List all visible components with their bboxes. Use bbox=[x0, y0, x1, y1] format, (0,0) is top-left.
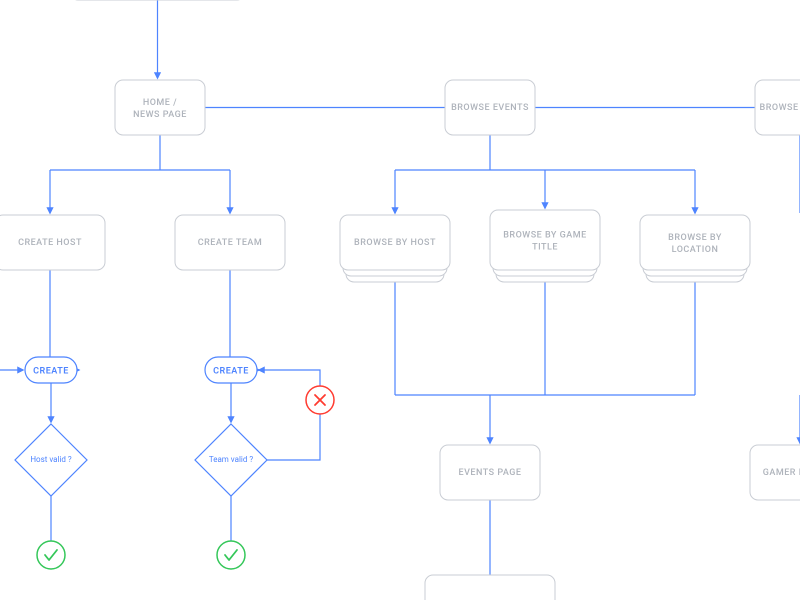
svg-text:BROWSE GAMERS: BROWSE GAMERS bbox=[760, 103, 800, 113]
svg-text:CREATE: CREATE bbox=[33, 366, 69, 376]
svg-text:CREATE TEAM: CREATE TEAM bbox=[198, 238, 263, 248]
flow-node bbox=[425, 575, 555, 600]
svg-text:CREATE HOST: CREATE HOST bbox=[18, 238, 82, 248]
svg-text:EVENTS PAGE: EVENTS PAGE bbox=[458, 468, 521, 478]
svg-text:BROWSE EVENTS: BROWSE EVENTS bbox=[451, 103, 529, 113]
success-icon bbox=[217, 541, 245, 569]
success-icon bbox=[37, 541, 65, 569]
svg-text:TITLE: TITLE bbox=[532, 242, 558, 252]
svg-text:Team valid ?: Team valid ? bbox=[209, 455, 254, 464]
svg-text:LOCATION: LOCATION bbox=[672, 245, 719, 255]
svg-text:NEWS PAGE: NEWS PAGE bbox=[133, 110, 187, 120]
svg-text:HOME /: HOME / bbox=[143, 98, 177, 108]
svg-text:BROWSE BY: BROWSE BY bbox=[668, 233, 722, 243]
svg-text:BROWSE BY HOST: BROWSE BY HOST bbox=[354, 238, 436, 248]
svg-text:GAMER PROFILE: GAMER PROFILE bbox=[763, 468, 800, 478]
svg-text:BROWSE BY GAME: BROWSE BY GAME bbox=[503, 230, 586, 240]
svg-text:CREATE: CREATE bbox=[213, 366, 249, 376]
svg-text:Host valid ?: Host valid ? bbox=[30, 455, 72, 464]
